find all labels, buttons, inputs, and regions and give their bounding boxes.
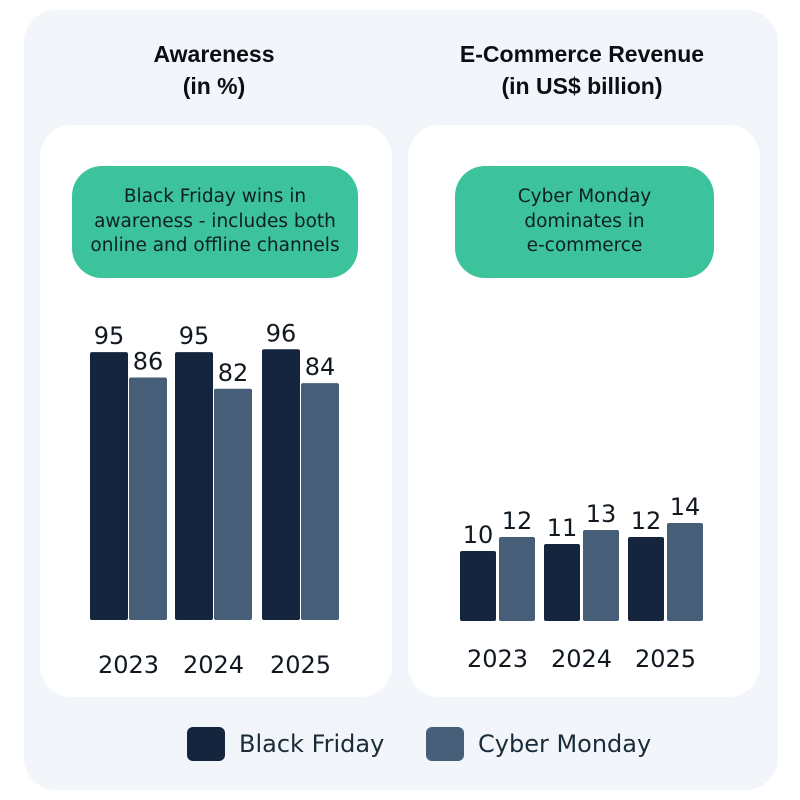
legend-swatch-cyber-monday	[426, 727, 464, 761]
revenue-callout-line-3: e-commerce	[526, 235, 643, 257]
revenue-value-label-black-friday-2025: 12	[631, 507, 662, 535]
awareness-bar-cyber-monday-2025	[301, 383, 339, 620]
revenue-bar-black-friday-2023	[460, 551, 496, 621]
awareness-bar-cyber-monday-2024	[214, 388, 252, 620]
awareness-title-text: Awareness	[153, 41, 275, 67]
awareness-callout-line-1: Black Friday wins in	[123, 186, 307, 208]
awareness-bar-cyber-monday-2023	[129, 377, 167, 620]
awareness-category-label-2024: 2024	[183, 651, 244, 679]
legend-label-black-friday: Black Friday	[239, 730, 385, 758]
revenue-category-label-2023: 2023	[467, 645, 528, 673]
revenue-bar-cyber-monday-2024	[583, 530, 619, 621]
awareness-callout: Black Friday wins in awareness - include…	[72, 166, 358, 278]
revenue-bar-black-friday-2024	[544, 544, 580, 621]
awareness-value-label-cyber-monday-2023: 86	[133, 347, 164, 375]
awareness-bar-black-friday-2025	[262, 349, 300, 620]
revenue-bar-cyber-monday-2025	[667, 523, 703, 621]
legend-label-cyber-monday: Cyber Monday	[478, 730, 652, 758]
awareness-category-label-2025: 2025	[270, 651, 331, 679]
revenue-value-label-black-friday-2023: 10	[463, 521, 494, 549]
legend-swatch-black-friday	[187, 727, 225, 761]
awareness-value-label-black-friday-2023: 95	[94, 322, 125, 350]
revenue-title: E-Commerce Revenue (in US$ billion)	[422, 38, 742, 102]
awareness-value-label-black-friday-2025: 96	[266, 319, 297, 347]
revenue-bar-cyber-monday-2023	[499, 537, 535, 621]
revenue-category-label-2025: 2025	[635, 645, 696, 673]
revenue-value-label-cyber-monday-2024: 13	[586, 500, 617, 528]
revenue-subtitle: (in US$ billion)	[501, 73, 663, 99]
awareness-value-label-cyber-monday-2025: 84	[305, 353, 336, 381]
revenue-callout-line-1: Cyber Monday	[517, 186, 652, 208]
revenue-value-label-cyber-monday-2025: 14	[670, 493, 701, 521]
awareness-bar-black-friday-2024	[175, 352, 213, 620]
revenue-category-label-2024: 2024	[551, 645, 612, 673]
revenue-bar-black-friday-2025	[628, 537, 664, 621]
awareness-title: Awareness (in %)	[54, 38, 374, 102]
revenue-value-label-cyber-monday-2023: 12	[502, 507, 533, 535]
legend-item-black-friday: Black Friday	[187, 724, 384, 764]
legend-item-cyber-monday: Cyber Monday	[426, 724, 651, 764]
revenue-callout: Cyber Monday dominates in e-commerce	[455, 166, 714, 278]
awareness-callout-line-3: online and offline channels	[90, 235, 340, 257]
revenue-value-label-black-friday-2024: 11	[547, 514, 578, 542]
awareness-bar-black-friday-2023	[90, 352, 128, 620]
awareness-value-label-black-friday-2024: 95	[179, 322, 210, 350]
awareness-value-label-cyber-monday-2024: 82	[218, 359, 249, 387]
revenue-callout-line-2: dominates in	[524, 210, 645, 232]
revenue-title-text: E-Commerce Revenue	[459, 41, 705, 67]
legend: Black Friday Cyber Monday	[0, 724, 800, 764]
awareness-category-label-2023: 2023	[98, 651, 159, 679]
awareness-callout-line-2: awareness - includes both	[94, 210, 336, 232]
awareness-subtitle: (in %)	[182, 73, 246, 99]
